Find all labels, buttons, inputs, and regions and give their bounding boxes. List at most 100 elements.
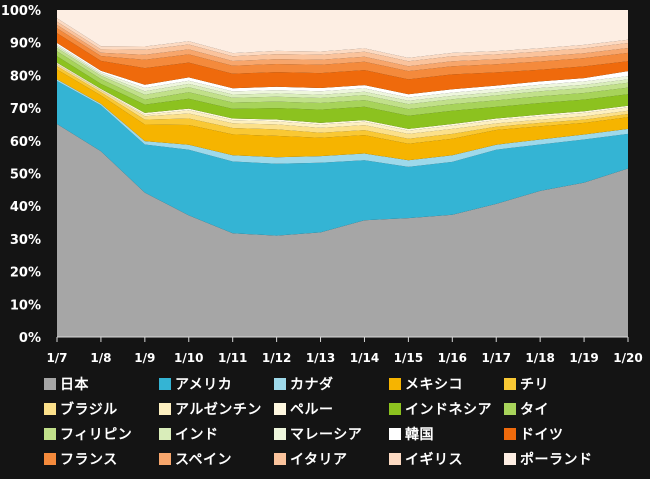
area-series-11: [57, 46, 628, 105]
legend-swatch: [159, 453, 171, 465]
area-series-5: [57, 64, 628, 139]
legend-item: フィリピン: [44, 424, 159, 444]
x-tick-label: 1/12: [262, 351, 291, 365]
legend-item: インドネシア: [389, 399, 504, 419]
legend: 日本 アメリカ カナダ メキシコ チリブラジル アルゼンチン ペルー インドネシア タイフィリピ…: [44, 374, 644, 469]
legend-swatch: [389, 403, 401, 415]
legend-item: 日本: [44, 374, 159, 394]
area-series-3: [57, 69, 628, 161]
legend-label: フランス: [60, 452, 118, 468]
area-series-19: [57, 10, 628, 58]
y-tick-label: 50%: [10, 168, 41, 183]
x-tick-label: 1/10: [174, 351, 203, 365]
x-tick-label: 1/14: [350, 351, 379, 365]
legend-swatch: [274, 403, 286, 415]
y-tick-label: 20%: [10, 266, 41, 281]
legend-swatch: [274, 378, 286, 390]
legend-item: カナダ: [274, 374, 389, 394]
x-tick-label: 1/18: [525, 351, 554, 365]
legend-item: イタリア: [274, 449, 389, 469]
x-tick-label: 1/19: [569, 351, 598, 365]
legend-swatch: [159, 403, 171, 415]
legend-swatch: [504, 453, 516, 465]
legend-item: 韓国: [389, 424, 504, 444]
area-series-8: [57, 56, 628, 129]
area-series-18: [57, 18, 628, 62]
legend-label: スペイン: [175, 452, 233, 468]
legend-label: ブラジル: [60, 402, 118, 418]
x-tick-label: 1/9: [134, 351, 155, 365]
area-series-10: [57, 48, 628, 110]
legend-item: アメリカ: [159, 374, 274, 394]
x-tick-label: 1/16: [438, 351, 467, 365]
area-series-15: [57, 28, 628, 80]
legend-swatch: [159, 428, 171, 440]
x-tick-label: 1/13: [306, 351, 335, 365]
legend-item: タイ: [504, 399, 619, 419]
legend-swatch: [159, 378, 171, 390]
legend-item: マレーシア: [274, 424, 389, 444]
legend-swatch: [504, 403, 516, 415]
legend-label: イギリス: [405, 452, 463, 468]
legend-label: イタリア: [290, 452, 348, 468]
legend-swatch: [504, 378, 516, 390]
y-tick-label: 40%: [10, 200, 41, 215]
y-axis: 0% 10% 20% 30% 40% 50% 60% 70% 80% 90% 100%: [1, 4, 41, 346]
legend-label: 韓国: [405, 427, 434, 443]
area-series-17: [57, 21, 628, 67]
x-tick-label: 1/11: [218, 351, 247, 365]
legend-label: ポーランド: [520, 452, 593, 468]
legend-label: ドイツ: [520, 427, 564, 443]
x-tick-label: 1/20: [613, 351, 642, 365]
area-series-0: [57, 124, 628, 337]
y-tick-label: 10%: [10, 298, 41, 313]
x-axis: 1/7 1/8 1/9 1/10 1/11 1/12 1/13 1/14 1/15 1/16 1/1…: [46, 336, 643, 365]
legend-swatch: [44, 403, 56, 415]
legend-label: メキシコ: [405, 377, 463, 393]
legend-label: フィリピン: [60, 427, 133, 443]
y-tick-label: 0%: [19, 331, 41, 346]
legend-item: メキシコ: [389, 374, 504, 394]
area-series-13: [57, 43, 628, 98]
legend-label: 日本: [60, 377, 89, 393]
legend-swatch: [274, 453, 286, 465]
x-tick-label: 1/7: [46, 351, 67, 365]
legend-swatch: [44, 378, 56, 390]
x-tick-label: 1/15: [394, 351, 423, 365]
legend-item: アルゼンチン: [159, 399, 274, 419]
legend-label: マレーシア: [290, 427, 363, 443]
legend-swatch: [389, 428, 401, 440]
legend-label: チリ: [520, 377, 549, 393]
area-series-1: [57, 81, 628, 236]
legend-label: タイ: [520, 402, 549, 418]
area-series-4: [57, 66, 628, 144]
y-tick-label: 60%: [10, 135, 41, 150]
legend-label: カナダ: [290, 377, 334, 393]
y-tick-label: 30%: [10, 233, 41, 248]
x-tick-label: 1/17: [482, 351, 511, 365]
legend-item: フランス: [44, 449, 159, 469]
legend-item: インド: [159, 424, 274, 444]
legend-label: アルゼンチン: [175, 402, 262, 418]
x-tick-label: 1/8: [90, 351, 111, 365]
area-series-16: [57, 24, 628, 72]
legend-swatch: [504, 428, 516, 440]
legend-swatch: [389, 378, 401, 390]
legend-item: イギリス: [389, 449, 504, 469]
legend-swatch: [44, 428, 56, 440]
legend-label: インドネシア: [405, 402, 492, 418]
y-tick-label: 100%: [1, 4, 41, 19]
legend-swatch: [44, 453, 56, 465]
area-series-14: [57, 33, 628, 95]
y-tick-label: 70%: [10, 102, 41, 117]
legend-item: チリ: [504, 374, 619, 394]
legend-item: ポーランド: [504, 449, 619, 469]
legend-swatch: [274, 428, 286, 440]
area-series-9: [57, 51, 628, 116]
y-tick-label: 90%: [10, 37, 41, 52]
legend-item: スペイン: [159, 449, 274, 469]
legend-label: ペルー: [290, 402, 334, 418]
legend-item: ブラジル: [44, 399, 159, 419]
